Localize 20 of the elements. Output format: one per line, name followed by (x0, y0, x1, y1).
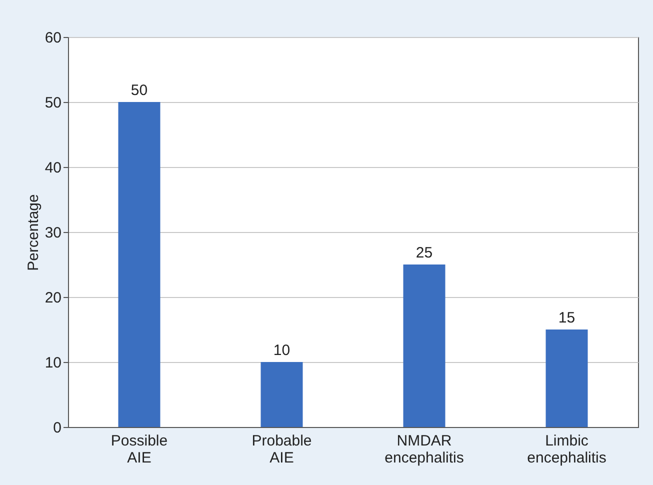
data-label: 25 (416, 244, 433, 262)
data-label: 15 (558, 310, 576, 326)
x-tick-label: Limbic encephalitis (527, 432, 606, 466)
y-tick-label: 40 (44, 160, 62, 176)
x-tick-label: NMDAR encephalitis (384, 432, 464, 466)
x-tick-label: Probable AIE (252, 432, 312, 466)
y-tick-label: 30 (44, 224, 62, 242)
y-axis-title: Percentage (24, 194, 42, 271)
bar (546, 330, 588, 427)
y-tick-label: 0 (53, 420, 62, 436)
bar (260, 362, 303, 427)
y-tick-label: 60 (44, 30, 62, 46)
y-tick-label: 20 (44, 290, 62, 306)
y-tick-label: 10 (44, 354, 62, 372)
data-label: 50 (130, 82, 148, 99)
data-label: 10 (273, 342, 290, 359)
bar (118, 102, 160, 427)
bar (403, 264, 446, 427)
y-tick-label: 50 (44, 94, 62, 112)
x-tick-label: Possible AIE (110, 432, 168, 466)
